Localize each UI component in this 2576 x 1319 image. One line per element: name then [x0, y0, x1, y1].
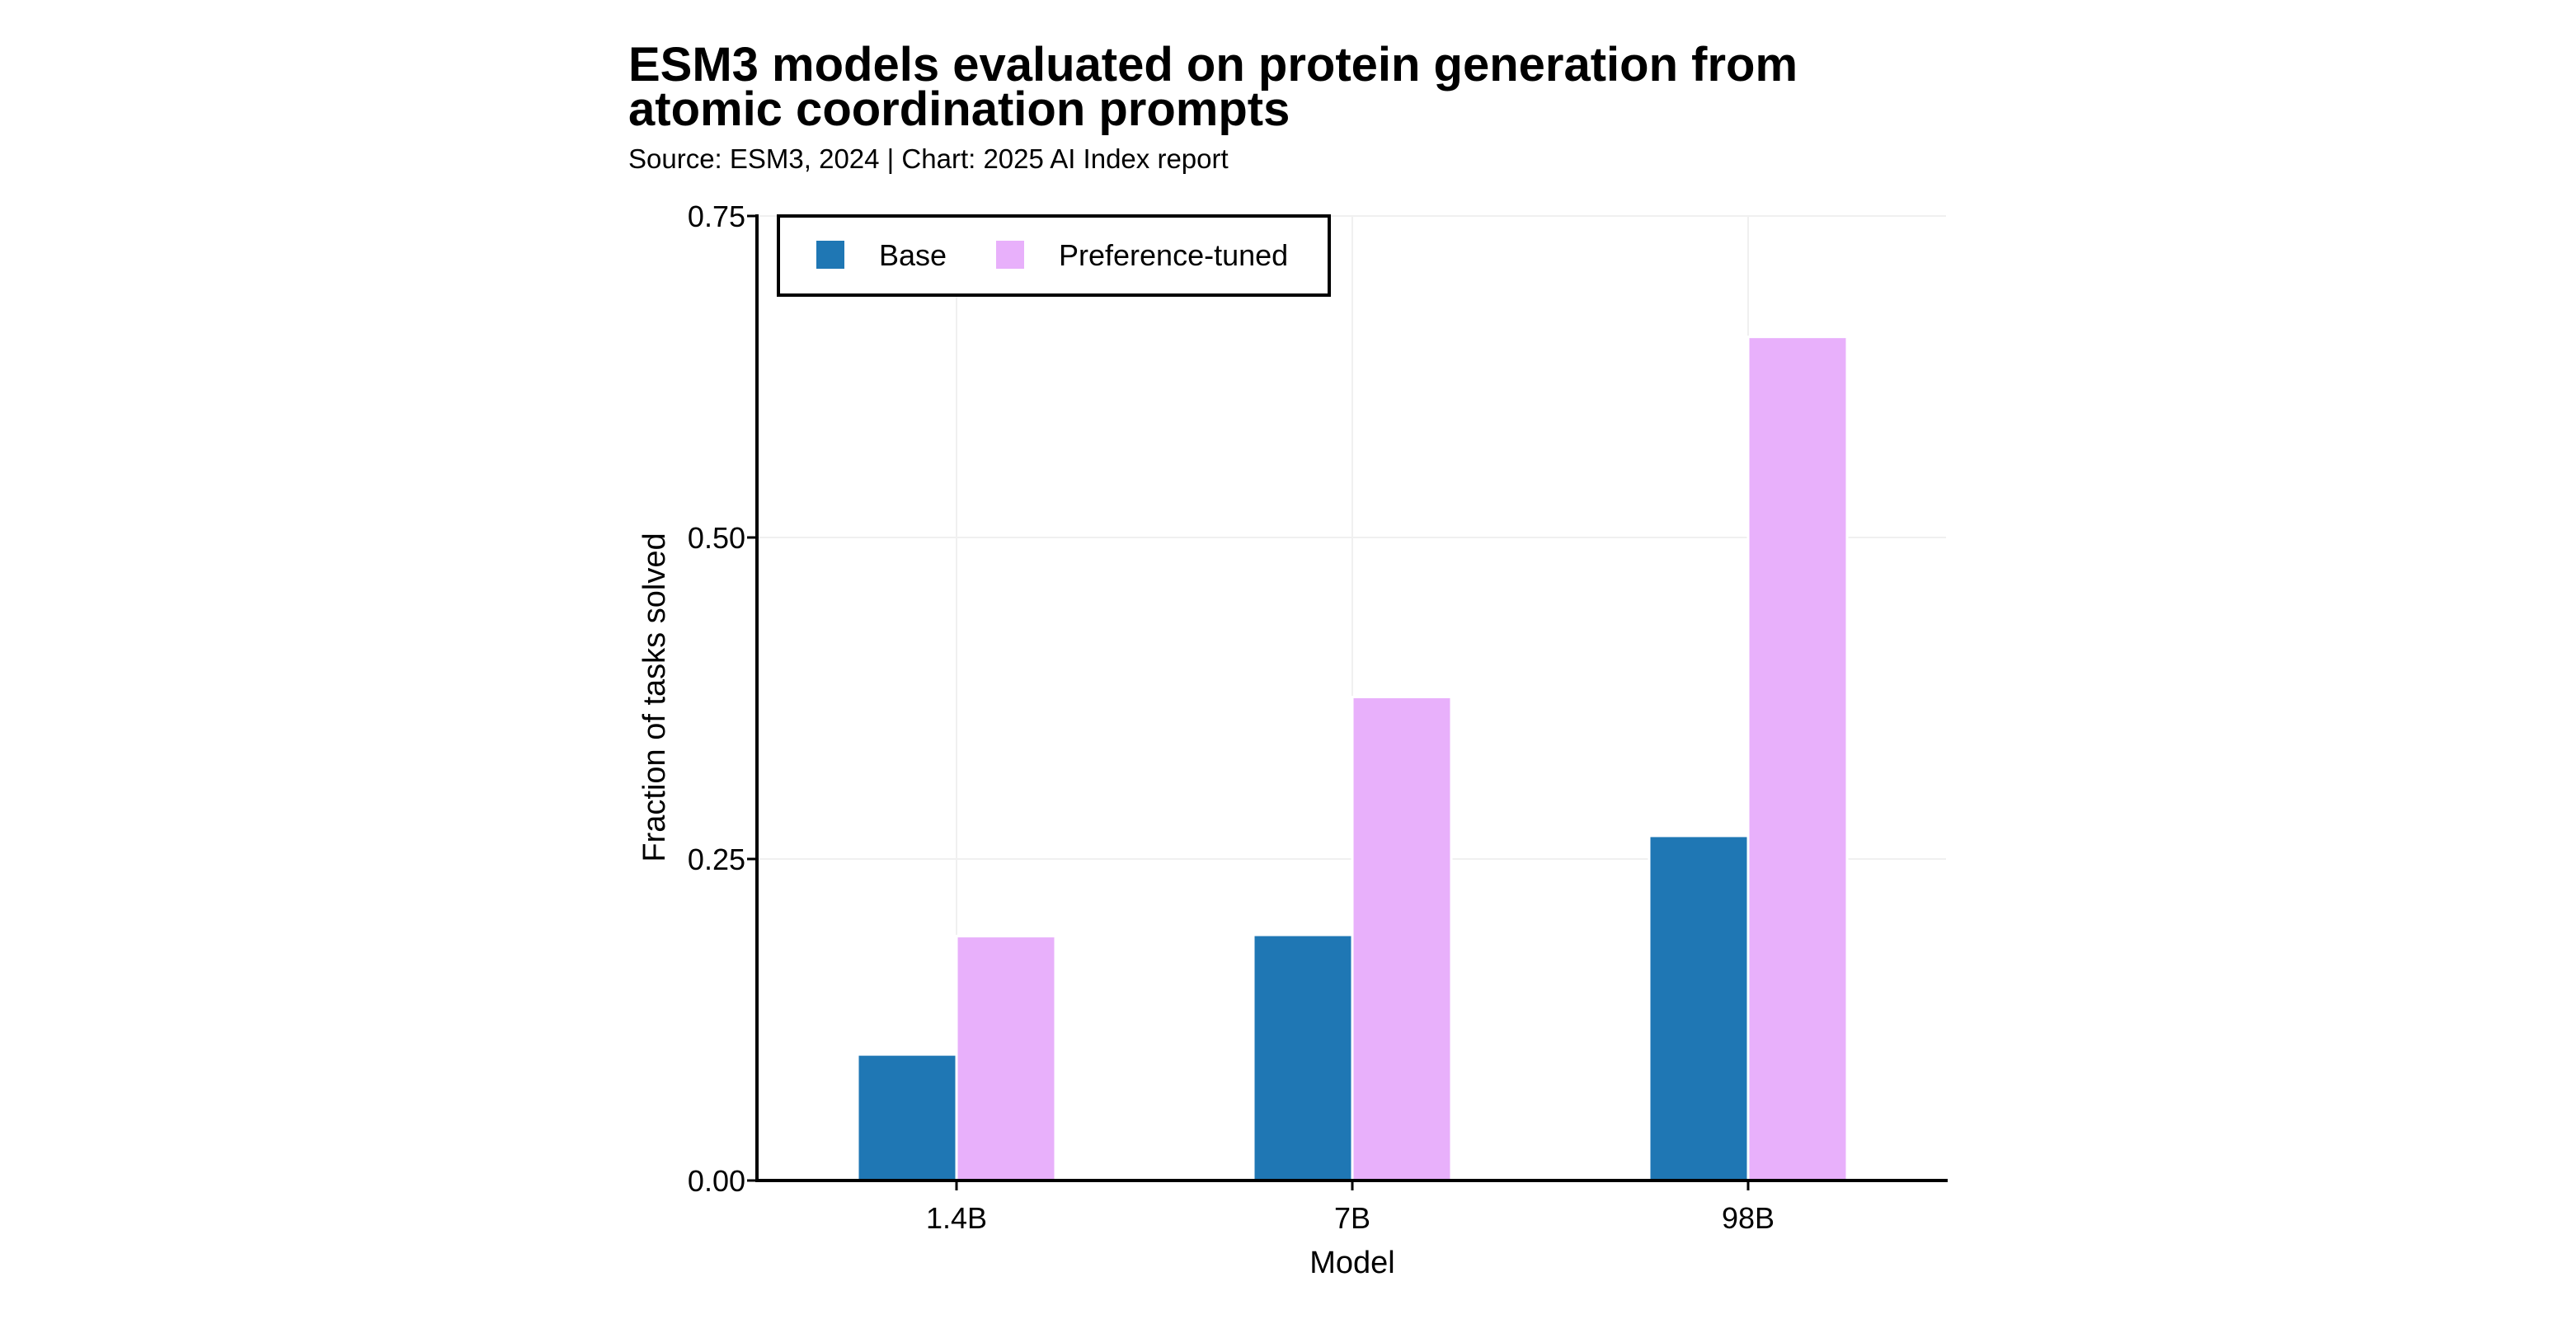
chart-title-line-1: ESM3 models evaluated on protein generat… — [628, 38, 1798, 92]
bar-preference-tuned-7b — [1351, 695, 1453, 1182]
bar-base-98b — [1648, 834, 1750, 1182]
legend-swatch-base — [816, 241, 844, 269]
bar-preference-tuned-98b — [1746, 336, 1849, 1182]
bar-base-1-4b — [856, 1053, 958, 1182]
y-tick-labels: 0.00 0.25 0.50 0.75 — [688, 199, 757, 1198]
legend-swatch-preference-tuned — [996, 241, 1024, 269]
x-axis-title: Model — [1309, 1246, 1395, 1280]
bar-base-7b — [1252, 933, 1354, 1182]
bars — [856, 336, 1849, 1182]
legend-box — [777, 214, 1331, 297]
legend-label-base: Base — [879, 238, 947, 272]
chart-subtitle: Source: ESM3, 2024 | Chart: 2025 AI Inde… — [628, 143, 1229, 174]
y-tick-label: 0.00 — [688, 1164, 745, 1198]
chart-title-line-2: atomic coordination prompts — [628, 82, 1290, 136]
y-axis-title: Fraction of tasks solved — [637, 533, 672, 861]
x-tick-label: 1.4B — [926, 1201, 987, 1235]
y-tick-label: 0.75 — [688, 199, 745, 233]
legend-label-preference-tuned: Preference-tuned — [1059, 238, 1288, 272]
y-tick-label: 0.50 — [688, 521, 745, 555]
bar-preference-tuned-1-4b — [955, 935, 1057, 1182]
x-tick-label: 7B — [1334, 1201, 1370, 1235]
legend: Base Preference-tuned — [777, 214, 1331, 297]
x-tick-labels: 1.4B 7B 98B — [926, 1181, 1775, 1235]
chart-header: ESM3 models evaluated on protein generat… — [628, 38, 1798, 174]
x-tick-label: 98B — [1722, 1201, 1775, 1235]
y-tick-label: 0.25 — [688, 843, 745, 876]
